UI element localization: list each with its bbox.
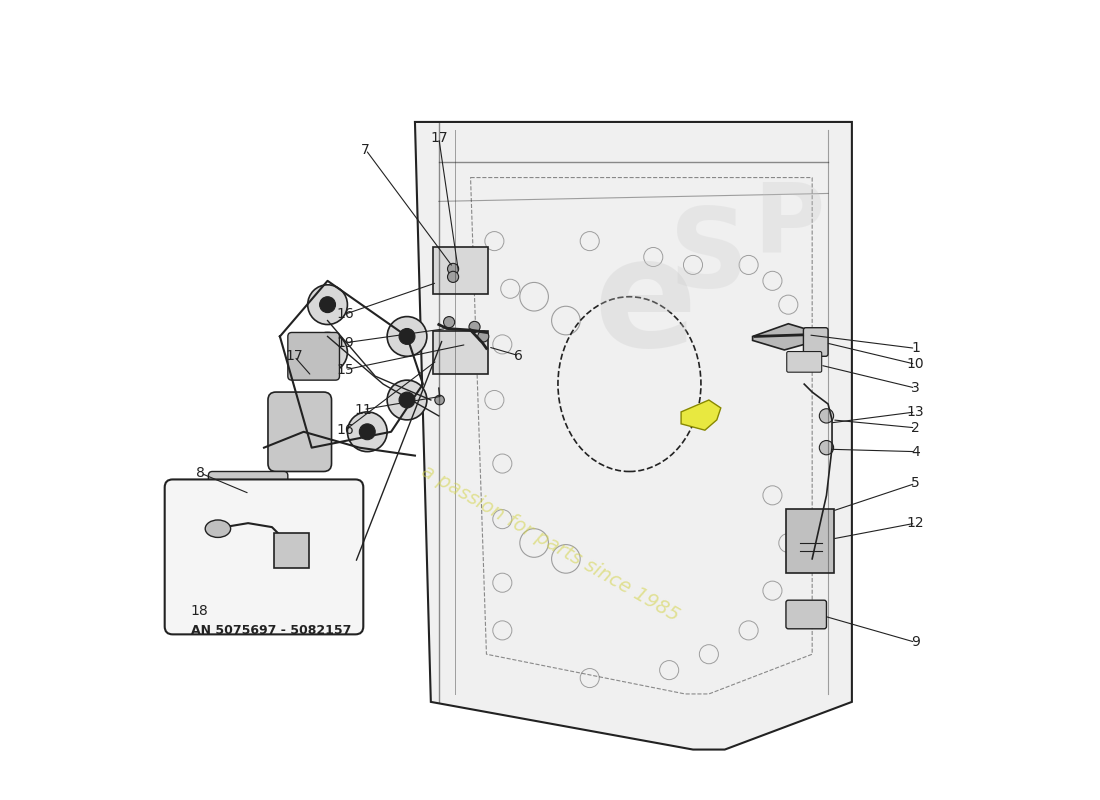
Circle shape	[448, 271, 459, 282]
FancyBboxPatch shape	[433, 247, 488, 294]
Text: 18: 18	[191, 605, 209, 618]
Text: 11: 11	[354, 402, 372, 417]
Text: 16: 16	[337, 423, 354, 437]
Text: 9: 9	[911, 635, 920, 650]
Circle shape	[387, 380, 427, 420]
Circle shape	[448, 263, 459, 274]
Text: e: e	[594, 230, 697, 379]
FancyBboxPatch shape	[785, 509, 835, 573]
Text: S: S	[669, 203, 749, 310]
Text: 6: 6	[514, 349, 522, 362]
Circle shape	[820, 441, 834, 455]
Circle shape	[434, 395, 444, 405]
Circle shape	[399, 392, 415, 408]
Text: 17: 17	[430, 131, 448, 145]
Circle shape	[308, 285, 348, 325]
Text: 5: 5	[911, 477, 920, 490]
Ellipse shape	[206, 520, 231, 538]
Circle shape	[360, 424, 375, 440]
Text: P: P	[752, 178, 824, 272]
FancyBboxPatch shape	[288, 333, 340, 380]
FancyBboxPatch shape	[786, 351, 822, 372]
Polygon shape	[752, 324, 808, 350]
Text: 8: 8	[196, 466, 205, 480]
Circle shape	[308, 333, 348, 372]
FancyBboxPatch shape	[433, 331, 488, 374]
Text: 12: 12	[906, 516, 924, 530]
Text: a passion for parts since 1985: a passion for parts since 1985	[418, 461, 682, 625]
Circle shape	[387, 317, 427, 356]
Text: 2: 2	[911, 421, 920, 435]
Text: 13: 13	[906, 405, 924, 419]
Circle shape	[443, 317, 454, 328]
Circle shape	[820, 409, 834, 423]
Text: 3: 3	[911, 381, 920, 395]
Circle shape	[469, 322, 480, 333]
FancyBboxPatch shape	[785, 600, 826, 629]
FancyBboxPatch shape	[803, 328, 828, 356]
Circle shape	[399, 329, 415, 344]
FancyBboxPatch shape	[165, 479, 363, 634]
FancyBboxPatch shape	[274, 534, 309, 569]
Text: AN 5075697 - 5082157: AN 5075697 - 5082157	[191, 624, 351, 637]
Text: 1: 1	[911, 342, 920, 355]
Text: 16: 16	[337, 307, 354, 321]
Text: 19: 19	[337, 336, 354, 350]
Text: 7: 7	[361, 142, 370, 157]
Text: 4: 4	[911, 445, 920, 458]
FancyBboxPatch shape	[208, 471, 288, 511]
Circle shape	[348, 412, 387, 452]
Text: 15: 15	[337, 363, 354, 377]
FancyBboxPatch shape	[268, 392, 331, 471]
Circle shape	[320, 297, 336, 313]
Text: 17: 17	[285, 350, 303, 363]
Text: 10: 10	[906, 358, 924, 371]
Polygon shape	[415, 122, 851, 750]
Polygon shape	[681, 400, 720, 430]
Circle shape	[477, 331, 488, 342]
Circle shape	[320, 344, 336, 360]
